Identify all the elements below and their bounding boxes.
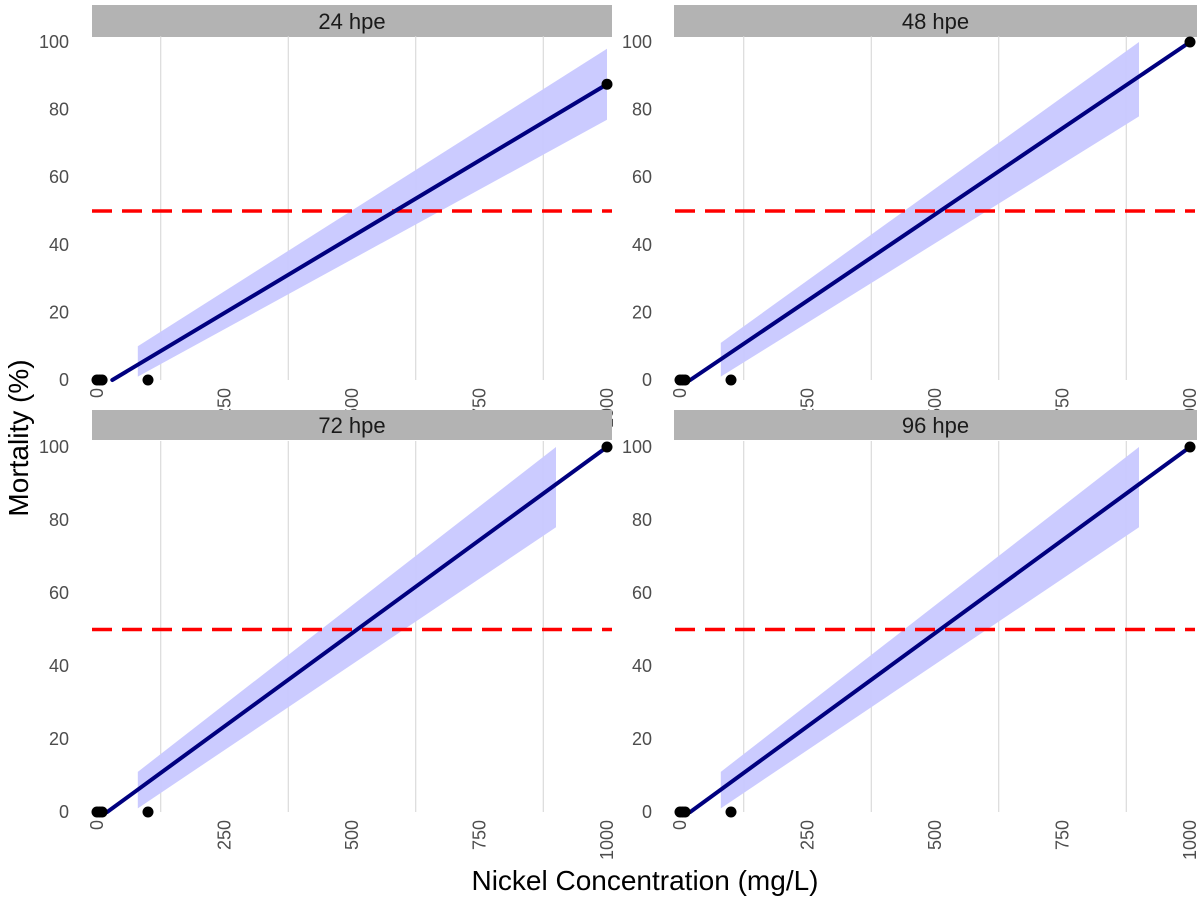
y-tick-label: 0 — [59, 370, 69, 390]
confidence-ribbon — [137, 447, 557, 809]
confidence-ribbon — [720, 447, 1139, 809]
data-point — [142, 374, 154, 386]
y-tick-label: 60 — [49, 167, 69, 187]
y-tick-label: 20 — [49, 302, 69, 322]
y-tick-label: 80 — [632, 100, 652, 120]
x-tick-label: 1000 — [597, 820, 617, 860]
data-point — [96, 806, 108, 818]
y-tick-label: 0 — [59, 802, 69, 822]
y-tick-label: 80 — [632, 510, 652, 530]
y-tick-label: 80 — [49, 100, 69, 120]
strip-label: 72 hpe — [318, 413, 385, 438]
y-tick-label: 60 — [632, 167, 652, 187]
data-point — [1184, 441, 1196, 453]
y-tick-label: 40 — [49, 656, 69, 676]
x-tick-label: 250 — [215, 820, 235, 850]
strip-background — [674, 5, 1197, 37]
y-tick-label: 0 — [642, 370, 652, 390]
y-tick-label: 20 — [632, 729, 652, 749]
x-tick-label: 500 — [925, 820, 945, 850]
strip-background — [674, 410, 1197, 440]
data-point — [1184, 36, 1196, 48]
y-tick-label: 20 — [632, 302, 652, 322]
x-tick-label: 0 — [87, 820, 107, 830]
y-tick-label: 20 — [49, 729, 69, 749]
y-tick-label: 40 — [632, 235, 652, 255]
x-tick-label: 0 — [670, 820, 690, 830]
fit-line — [105, 445, 609, 814]
x-axis-title: Nickel Concentration (mg/L) — [471, 865, 818, 896]
x-tick-label: 0 — [670, 388, 690, 398]
strip-background — [92, 410, 612, 440]
data-point — [142, 806, 154, 818]
y-tick-label: 100 — [39, 32, 69, 52]
data-point — [96, 374, 108, 386]
fit-line — [688, 445, 1192, 814]
data-point — [725, 374, 737, 386]
data-point — [679, 374, 691, 386]
strip-label: 48 hpe — [902, 9, 969, 34]
y-tick-label: 100 — [622, 437, 652, 457]
strip-label: 96 hpe — [902, 413, 969, 438]
x-tick-label: 750 — [1053, 820, 1073, 850]
y-tick-label: 40 — [49, 235, 69, 255]
y-tick-label: 0 — [642, 802, 652, 822]
y-tick-label: 100 — [39, 437, 69, 457]
data-point — [601, 78, 613, 90]
fit-line — [110, 82, 609, 382]
y-tick-label: 60 — [632, 583, 652, 603]
x-tick-label: 250 — [798, 820, 818, 850]
x-tick-label: 500 — [342, 820, 362, 850]
y-tick-label: 60 — [49, 583, 69, 603]
y-tick-label: 100 — [622, 32, 652, 52]
data-point — [679, 806, 691, 818]
y-tick-label: 80 — [49, 510, 69, 530]
x-tick-label: 750 — [470, 820, 490, 850]
y-tick-label: 40 — [632, 656, 652, 676]
strip-background — [92, 5, 612, 37]
data-point — [601, 441, 613, 453]
data-point — [725, 806, 737, 818]
y-axis-title: Mortality (%) — [3, 359, 34, 516]
x-tick-label: 0 — [87, 388, 107, 398]
x-tick-label: 1000 — [1180, 820, 1200, 860]
strip-label: 24 hpe — [318, 9, 385, 34]
fit-line — [688, 40, 1192, 382]
